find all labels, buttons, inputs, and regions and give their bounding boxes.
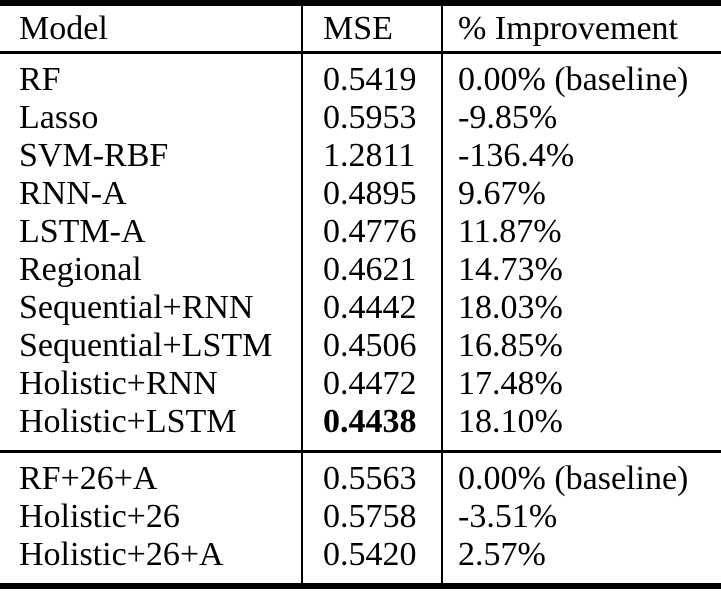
mse-cell: 0.4472 bbox=[323, 365, 417, 402]
table-row: Holistic+RNN 0.4472 17.48% bbox=[0, 365, 721, 403]
improvement-cell: 18.03% bbox=[458, 289, 563, 326]
model-cell: Lasso bbox=[19, 99, 99, 136]
model-cell: RNN-A bbox=[19, 175, 127, 212]
improvement-cell: -3.51% bbox=[458, 498, 558, 535]
model-cell: Sequential+LSTM bbox=[19, 327, 273, 364]
improvement-cell: -9.85% bbox=[458, 99, 558, 136]
table-row: Holistic+LSTM 0.4438 18.10% bbox=[0, 403, 721, 441]
top-rule bbox=[0, 0, 721, 6]
mse-cell: 0.4442 bbox=[323, 289, 417, 326]
column-header-model: Model bbox=[19, 9, 108, 47]
column-header-mse: MSE bbox=[323, 9, 393, 47]
table-row: Sequential+LSTM 0.4506 16.85% bbox=[0, 327, 721, 365]
header-rule bbox=[0, 51, 721, 54]
mse-cell: 0.5420 bbox=[323, 536, 417, 573]
table-row: Sequential+RNN 0.4442 18.03% bbox=[0, 289, 721, 327]
table-row: RNN-A 0.4895 9.67% bbox=[0, 175, 721, 213]
table-row: RF 0.5419 0.00% (baseline) bbox=[0, 61, 721, 99]
mse-cell: 0.5758 bbox=[323, 498, 417, 535]
table-row: RF+26+A 0.5563 0.00% (baseline) bbox=[0, 460, 721, 498]
mid-rule bbox=[0, 450, 721, 453]
table-header-row: Model MSE % Improvement bbox=[0, 6, 721, 51]
model-cell: RF+26+A bbox=[19, 460, 158, 497]
table-section-main: RF 0.5419 0.00% (baseline) Lasso 0.5953 … bbox=[0, 54, 721, 450]
table-row: Regional 0.4621 14.73% bbox=[0, 251, 721, 289]
improvement-cell: 11.87% bbox=[458, 213, 562, 250]
table-row: SVM-RBF 1.2811 -136.4% bbox=[0, 137, 721, 175]
table-row: Lasso 0.5953 -9.85% bbox=[0, 99, 721, 137]
improvement-cell: 2.57% bbox=[458, 536, 546, 573]
improvement-cell: 16.85% bbox=[458, 327, 563, 364]
mse-cell: 0.4621 bbox=[323, 251, 417, 288]
improvement-cell: 14.73% bbox=[458, 251, 563, 288]
model-cell: Holistic+26+A bbox=[19, 536, 224, 573]
mse-cell: 0.4776 bbox=[323, 213, 417, 250]
mse-cell: 0.5953 bbox=[323, 99, 417, 136]
model-cell: Regional bbox=[19, 251, 142, 288]
table-section-ablation: RF+26+A 0.5563 0.00% (baseline) Holistic… bbox=[0, 453, 721, 583]
column-header-improvement: % Improvement bbox=[458, 9, 678, 47]
mse-cell: 0.5419 bbox=[323, 61, 417, 98]
improvement-cell: -136.4% bbox=[458, 137, 575, 174]
model-cell: LSTM-A bbox=[19, 213, 146, 250]
improvement-cell: 18.10% bbox=[458, 403, 563, 440]
model-cell: Holistic+RNN bbox=[19, 365, 218, 402]
improvement-cell: 0.00% (baseline) bbox=[458, 460, 689, 497]
improvement-cell: 9.67% bbox=[458, 175, 546, 212]
table-row: Holistic+26+A 0.5420 2.57% bbox=[0, 536, 721, 574]
mse-cell: 1.2811 bbox=[323, 137, 416, 174]
improvement-cell: 0.00% (baseline) bbox=[458, 61, 689, 98]
model-cell: Sequential+RNN bbox=[19, 289, 254, 326]
model-cell: Holistic+LSTM bbox=[19, 403, 237, 440]
mse-cell: 0.5563 bbox=[323, 460, 417, 497]
table-row: Holistic+26 0.5758 -3.51% bbox=[0, 498, 721, 536]
improvement-cell: 17.48% bbox=[458, 365, 563, 402]
mse-cell: 0.4438 bbox=[323, 403, 417, 440]
model-cell: RF bbox=[19, 61, 61, 98]
table-row: LSTM-A 0.4776 11.87% bbox=[0, 213, 721, 251]
mse-cell: 0.4895 bbox=[323, 175, 417, 212]
model-cell: Holistic+26 bbox=[19, 498, 180, 535]
bottom-rule bbox=[0, 583, 721, 589]
model-cell: SVM-RBF bbox=[19, 137, 169, 174]
mse-cell: 0.4506 bbox=[323, 327, 417, 364]
